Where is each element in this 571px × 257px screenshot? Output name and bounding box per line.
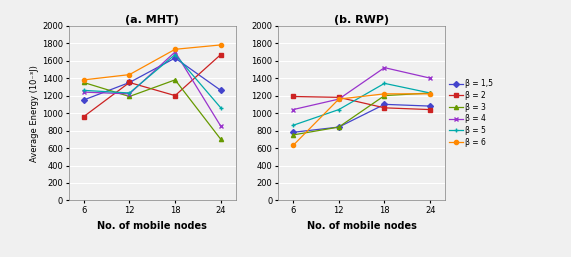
Line: beta_4: beta_4	[291, 66, 432, 112]
beta_2	[289, 95, 296, 98]
Title: (a. MHT): (a. MHT)	[125, 15, 179, 25]
beta_6	[172, 48, 179, 51]
beta_3	[289, 133, 296, 136]
Line: beta_6: beta_6	[291, 92, 432, 148]
beta_3	[81, 81, 87, 84]
Line: beta_4: beta_4	[82, 50, 223, 128]
beta_1_5	[381, 103, 388, 106]
beta_4	[427, 77, 433, 80]
beta_4	[381, 66, 388, 69]
Y-axis label: Average Energy (10⁻³J): Average Energy (10⁻³J)	[30, 65, 39, 161]
beta_6	[289, 144, 296, 147]
beta_5	[126, 91, 133, 95]
beta_6	[81, 78, 87, 81]
beta_1_5	[289, 131, 296, 134]
beta_6	[427, 92, 433, 95]
Line: beta_6: beta_6	[82, 43, 223, 82]
beta_5	[427, 91, 433, 95]
beta_6	[381, 92, 388, 95]
Line: beta_1_5: beta_1_5	[291, 102, 432, 134]
Line: beta_3: beta_3	[291, 91, 432, 137]
beta_2	[81, 115, 87, 118]
beta_2	[172, 94, 179, 97]
Title: (b. RWP): (b. RWP)	[334, 15, 389, 25]
beta_1_5	[427, 105, 433, 108]
beta_1_5	[172, 57, 179, 60]
beta_3	[172, 78, 179, 81]
beta_6	[218, 43, 224, 47]
beta_3	[218, 138, 224, 141]
beta_1_5	[218, 89, 224, 92]
Line: beta_5: beta_5	[82, 52, 223, 110]
beta_2	[427, 108, 433, 111]
beta_3	[126, 95, 133, 98]
beta_2	[126, 81, 133, 84]
beta_1_5	[81, 98, 87, 102]
Line: beta_2: beta_2	[82, 52, 223, 119]
beta_5	[218, 106, 224, 109]
beta_5	[381, 82, 388, 85]
beta_4	[81, 90, 87, 94]
X-axis label: No. of mobile nodes: No. of mobile nodes	[307, 221, 417, 231]
Line: beta_5: beta_5	[291, 81, 432, 127]
beta_3	[335, 125, 342, 128]
beta_6	[126, 73, 133, 76]
beta_5	[289, 124, 296, 127]
beta_4	[289, 108, 296, 111]
Line: beta_2: beta_2	[291, 94, 432, 112]
Line: beta_1_5: beta_1_5	[82, 56, 223, 102]
beta_2	[218, 53, 224, 56]
beta_4	[126, 92, 133, 95]
beta_5	[81, 89, 87, 92]
beta_6	[335, 98, 342, 101]
beta_3	[427, 91, 433, 95]
beta_1_5	[335, 125, 342, 128]
Line: beta_3: beta_3	[82, 78, 223, 141]
beta_5	[335, 108, 342, 111]
Legend: β = 1,5, β = 2, β = 3, β = 4, β = 5, β = 6: β = 1,5, β = 2, β = 3, β = 4, β = 5, β =…	[449, 79, 493, 147]
beta_1_5	[126, 81, 133, 84]
X-axis label: No. of mobile nodes: No. of mobile nodes	[97, 221, 207, 231]
beta_4	[335, 98, 342, 101]
beta_4	[172, 50, 179, 53]
beta_5	[172, 53, 179, 56]
beta_2	[335, 96, 342, 99]
beta_3	[381, 94, 388, 97]
beta_4	[218, 125, 224, 128]
beta_2	[381, 106, 388, 109]
